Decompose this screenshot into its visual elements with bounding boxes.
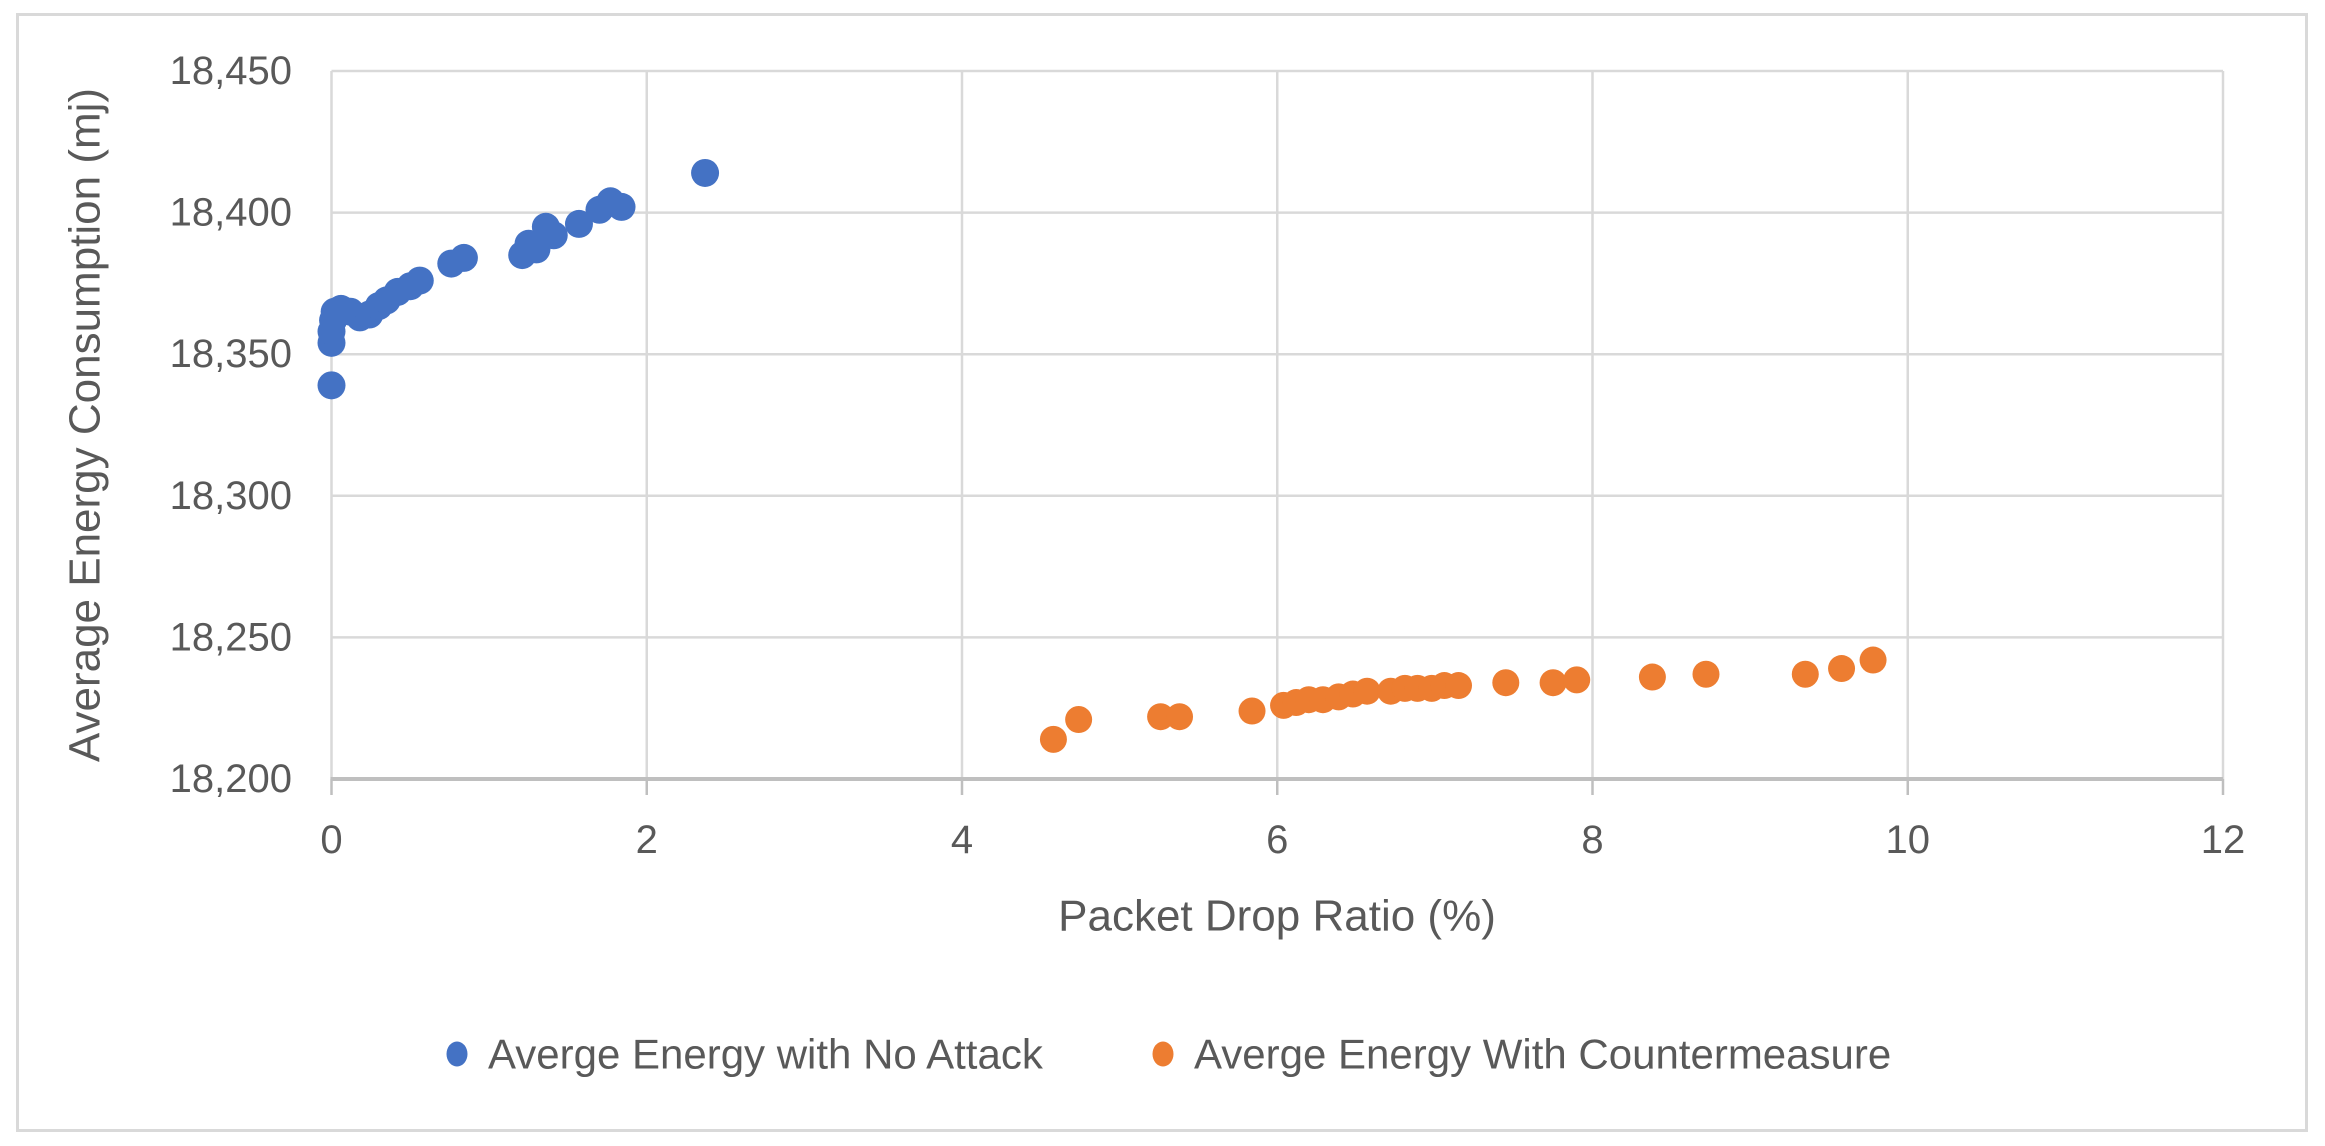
data-point (564, 209, 593, 238)
series-countermeasure-points (1039, 646, 1887, 753)
data-point (1166, 703, 1194, 731)
data-point (1445, 672, 1473, 700)
data-point (317, 371, 346, 400)
data-point (607, 192, 636, 221)
y-axis-tick-labels: 18,200 18,250 18,300 18,350 18,400 18,450 (170, 49, 292, 801)
y-tick-label: 18,400 (170, 191, 292, 235)
data-point (449, 243, 478, 272)
x-tick-label: 4 (951, 818, 973, 862)
y-tick-label: 18,200 (170, 757, 292, 801)
chart-border (16, 13, 2308, 1132)
data-point (1692, 660, 1720, 688)
series-no-attack-points (317, 158, 720, 400)
y-tick-label: 18,350 (170, 332, 292, 376)
x-axis-title: Packet Drop Ratio (%) (1058, 892, 1496, 941)
data-point (1859, 646, 1887, 674)
data-point (539, 221, 568, 250)
y-tick-label: 18,450 (170, 49, 292, 93)
data-point (1791, 660, 1819, 688)
x-axis-tick-labels: 0 2 4 6 8 10 12 (320, 818, 2245, 862)
data-point (691, 158, 720, 187)
gridlines (331, 69, 2225, 779)
x-tick-label: 8 (1581, 818, 1603, 862)
data-point (1065, 706, 1093, 734)
legend: Averge Energy with No Attack Averge Ener… (446, 1031, 1891, 1078)
y-axis-title: Average Energy Consumption (mj) (61, 88, 110, 762)
data-point (1563, 666, 1591, 694)
x-tick-label: 2 (636, 818, 658, 862)
y-tick-label: 18,300 (170, 474, 292, 518)
x-tick-label: 10 (1886, 818, 1931, 862)
data-point (1353, 677, 1381, 705)
y-tick-label: 18,250 (170, 615, 292, 659)
data-point (1238, 697, 1266, 725)
data-point (1539, 669, 1567, 697)
legend-label-no-attack: Averge Energy with No Attack (488, 1031, 1044, 1078)
x-tick-label: 0 (320, 818, 342, 862)
data-point (1638, 663, 1666, 691)
data-point (1147, 703, 1175, 731)
data-point (1039, 725, 1067, 753)
data-point (405, 266, 434, 295)
data-point (1828, 655, 1856, 683)
legend-marker-no-attack (446, 1041, 468, 1067)
x-tick-label: 12 (2201, 818, 2246, 862)
tick-marks (330, 779, 2225, 795)
x-tick-label: 6 (1266, 818, 1288, 862)
data-point (1492, 669, 1520, 697)
legend-label-countermeasure: Averge Energy With Countermeasure (1194, 1031, 1891, 1078)
legend-marker-countermeasure (1152, 1041, 1174, 1067)
